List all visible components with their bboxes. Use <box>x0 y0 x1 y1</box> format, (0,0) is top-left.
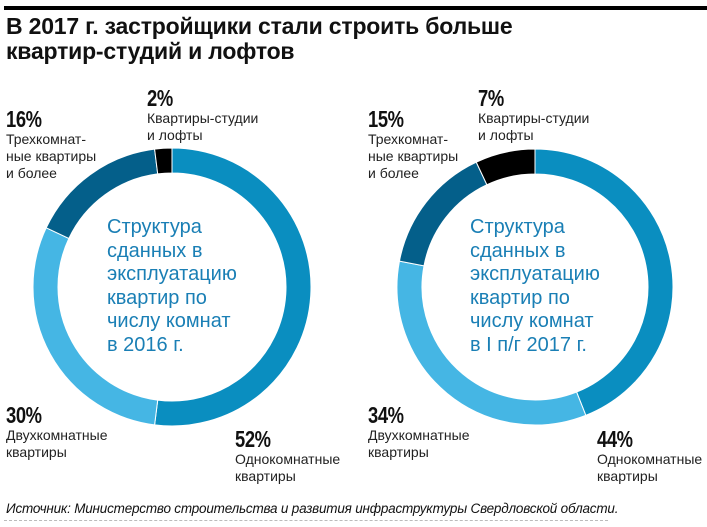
slice-label-studios-2017: Квартиры-студии и лофты <box>478 110 590 143</box>
pct-label-studios-2017: 7% <box>478 85 504 111</box>
pct-label-one-room-2017: 44% <box>597 426 633 452</box>
pct-label-three-room-2017: 15% <box>368 106 404 132</box>
donut-slice-studios <box>154 147 173 175</box>
donut-slice-one-room <box>154 147 312 427</box>
slice-label-two-room-2017: Двухкомнатные квартиры <box>368 427 470 460</box>
source-note: Источник: Министерство строительства и р… <box>6 501 619 516</box>
source-divider <box>4 520 608 521</box>
pct-label-studios-2016: 2% <box>147 85 173 111</box>
slice-label-one-room-2017: Однокомнатные квартиры <box>597 451 703 484</box>
top-rule <box>4 6 707 10</box>
donut-center-title-2017: Структура сданных в эксплуатацию квартир… <box>470 216 600 356</box>
slice-label-studios-2016: Квартиры-студии и лофты <box>147 110 259 143</box>
chart-title: В 2017 г. застройщики стали строить боль… <box>6 13 513 64</box>
slice-label-one-room-2016: Однокомнатные квартиры <box>235 451 341 484</box>
donut-2017-h1 <box>396 148 674 426</box>
donut-slice-studios <box>475 148 536 186</box>
slice-label-two-room-2016: Двухкомнатные квартиры <box>6 427 108 460</box>
pct-label-three-room-2016: 16% <box>6 106 42 132</box>
slice-label-three-room-2017: Трехкомнат- ные квартиры и более <box>368 131 459 181</box>
pct-label-one-room-2016: 52% <box>235 426 271 452</box>
donut-2016 <box>32 147 312 427</box>
slice-label-three-room-2016: Трехкомнат- ные квартиры и более <box>6 131 97 181</box>
donut-center-title-2016: Структура сданных в эксплуатацию квартир… <box>107 216 237 356</box>
pct-label-two-room-2016: 30% <box>6 402 42 428</box>
pct-label-two-room-2017: 34% <box>368 402 404 428</box>
